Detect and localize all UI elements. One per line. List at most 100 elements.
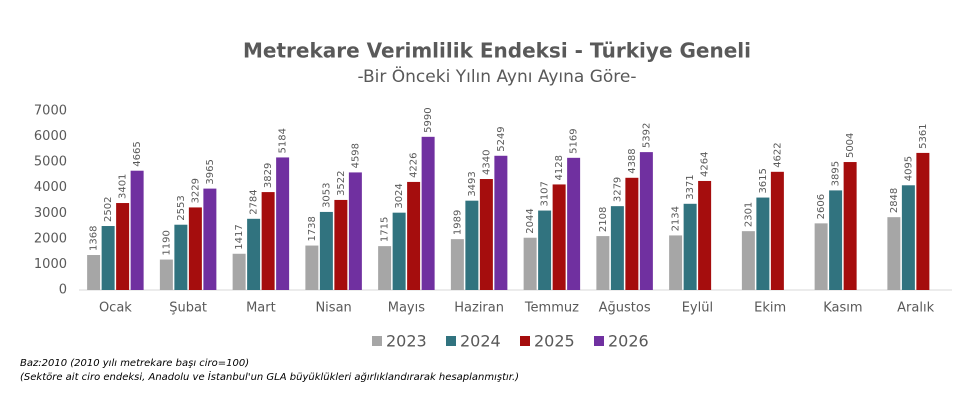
x-tick-label: Kasım [823,301,862,316]
value-label: 4095 [903,156,914,181]
y-tick-label: 7000 [34,104,67,119]
bar [756,197,770,290]
value-label: 3522 [336,170,347,195]
bar [770,171,784,290]
legend-label: 2024 [460,332,501,351]
bar [698,180,712,290]
value-label: 3229 [190,178,201,203]
y-tick-label: 4000 [34,180,67,195]
legend-swatch [594,336,604,346]
chart-subtitle: -Bir Önceki Yılın Aynı Ayına Göre- [357,65,636,87]
x-tick-label: Mart [246,301,276,316]
y-tick-label: 2000 [34,231,67,246]
bar [203,188,217,290]
bar [276,157,290,290]
legend-swatch [446,336,456,346]
bar [450,239,464,290]
bar [523,237,537,290]
value-label: 5184 [278,128,289,153]
value-label: 5169 [569,128,580,153]
value-label: 5392 [641,123,652,148]
bar [392,212,406,290]
bar [101,226,115,290]
x-tick-label: Şubat [169,301,207,316]
y-tick-label: 6000 [34,129,67,144]
x-tick-label: Ocak [99,301,132,316]
bar [625,177,639,290]
bar [887,217,901,290]
bar [232,253,246,290]
bar [669,235,683,290]
value-label: 3615 [758,168,769,193]
bar [116,203,130,290]
x-tick-label: Haziran [454,301,504,316]
bar [596,236,610,290]
value-label: 2848 [889,188,900,213]
bar [552,184,566,290]
value-label: 2606 [816,194,827,219]
value-label: 1190 [161,230,172,255]
note: (Sektöre ait ciro endeksi, Anadolu ve İs… [20,370,519,383]
bar [334,199,348,290]
y-tick-label: 1000 [34,257,67,272]
value-label: 4388 [627,148,638,173]
x-tick-label: Ağustos [599,301,651,316]
bar [814,223,828,290]
legend-swatch [520,336,530,346]
bar [494,155,508,290]
value-label: 1738 [307,216,318,241]
value-label: 3279 [612,177,623,202]
value-label: 1715 [380,217,391,242]
bar [130,170,144,290]
value-label: 4622 [772,142,783,167]
bar [378,246,392,290]
x-tick-label: Temmuz [524,301,579,316]
value-label: 3053 [321,182,332,207]
value-label: 3829 [263,163,274,188]
y-tick-label: 0 [59,283,67,298]
value-label: 2784 [249,189,260,214]
y-tick-label: 3000 [34,206,67,221]
bar [916,152,930,290]
value-label: 2108 [598,207,609,232]
value-label: 4340 [481,150,492,175]
value-label: 3371 [685,174,696,199]
bar [174,224,188,290]
x-tick-label: Mayıs [388,301,425,316]
x-tick-label: Aralık [897,301,934,316]
value-label: 2301 [743,202,754,227]
value-label: 2553 [176,195,187,220]
value-label: 5004 [845,133,856,158]
value-label: 2502 [103,197,114,222]
legend-label: 2026 [608,332,649,351]
legend-swatch [372,336,382,346]
note: Baz:2010 (2010 yılı metrekare başı ciro=… [20,358,249,369]
bar [843,162,857,290]
x-tick-label: Eylül [682,301,713,316]
value-label: 4665 [132,141,143,166]
bar [348,172,362,290]
bar [901,185,915,290]
legend-label: 2025 [534,332,575,351]
bar [87,255,101,290]
value-label: 4226 [409,152,420,177]
value-label: 3401 [118,174,129,199]
value-label: 5249 [496,126,507,151]
bar [407,181,421,290]
value-label: 4264 [700,152,711,177]
value-label: 3895 [831,161,842,186]
bar [188,207,202,290]
bar [247,218,261,290]
bar [538,210,552,290]
bar [479,179,493,290]
bar [829,190,843,290]
chart-title: Metrekare Verimlilik Endeksi - Türkiye G… [243,39,751,63]
y-tick-label: 5000 [34,155,67,170]
value-label: 3965 [205,159,216,184]
bar [741,231,755,290]
value-label: 3107 [540,181,551,206]
bar [159,259,173,290]
bar [567,157,581,290]
value-label: 4598 [350,143,361,168]
